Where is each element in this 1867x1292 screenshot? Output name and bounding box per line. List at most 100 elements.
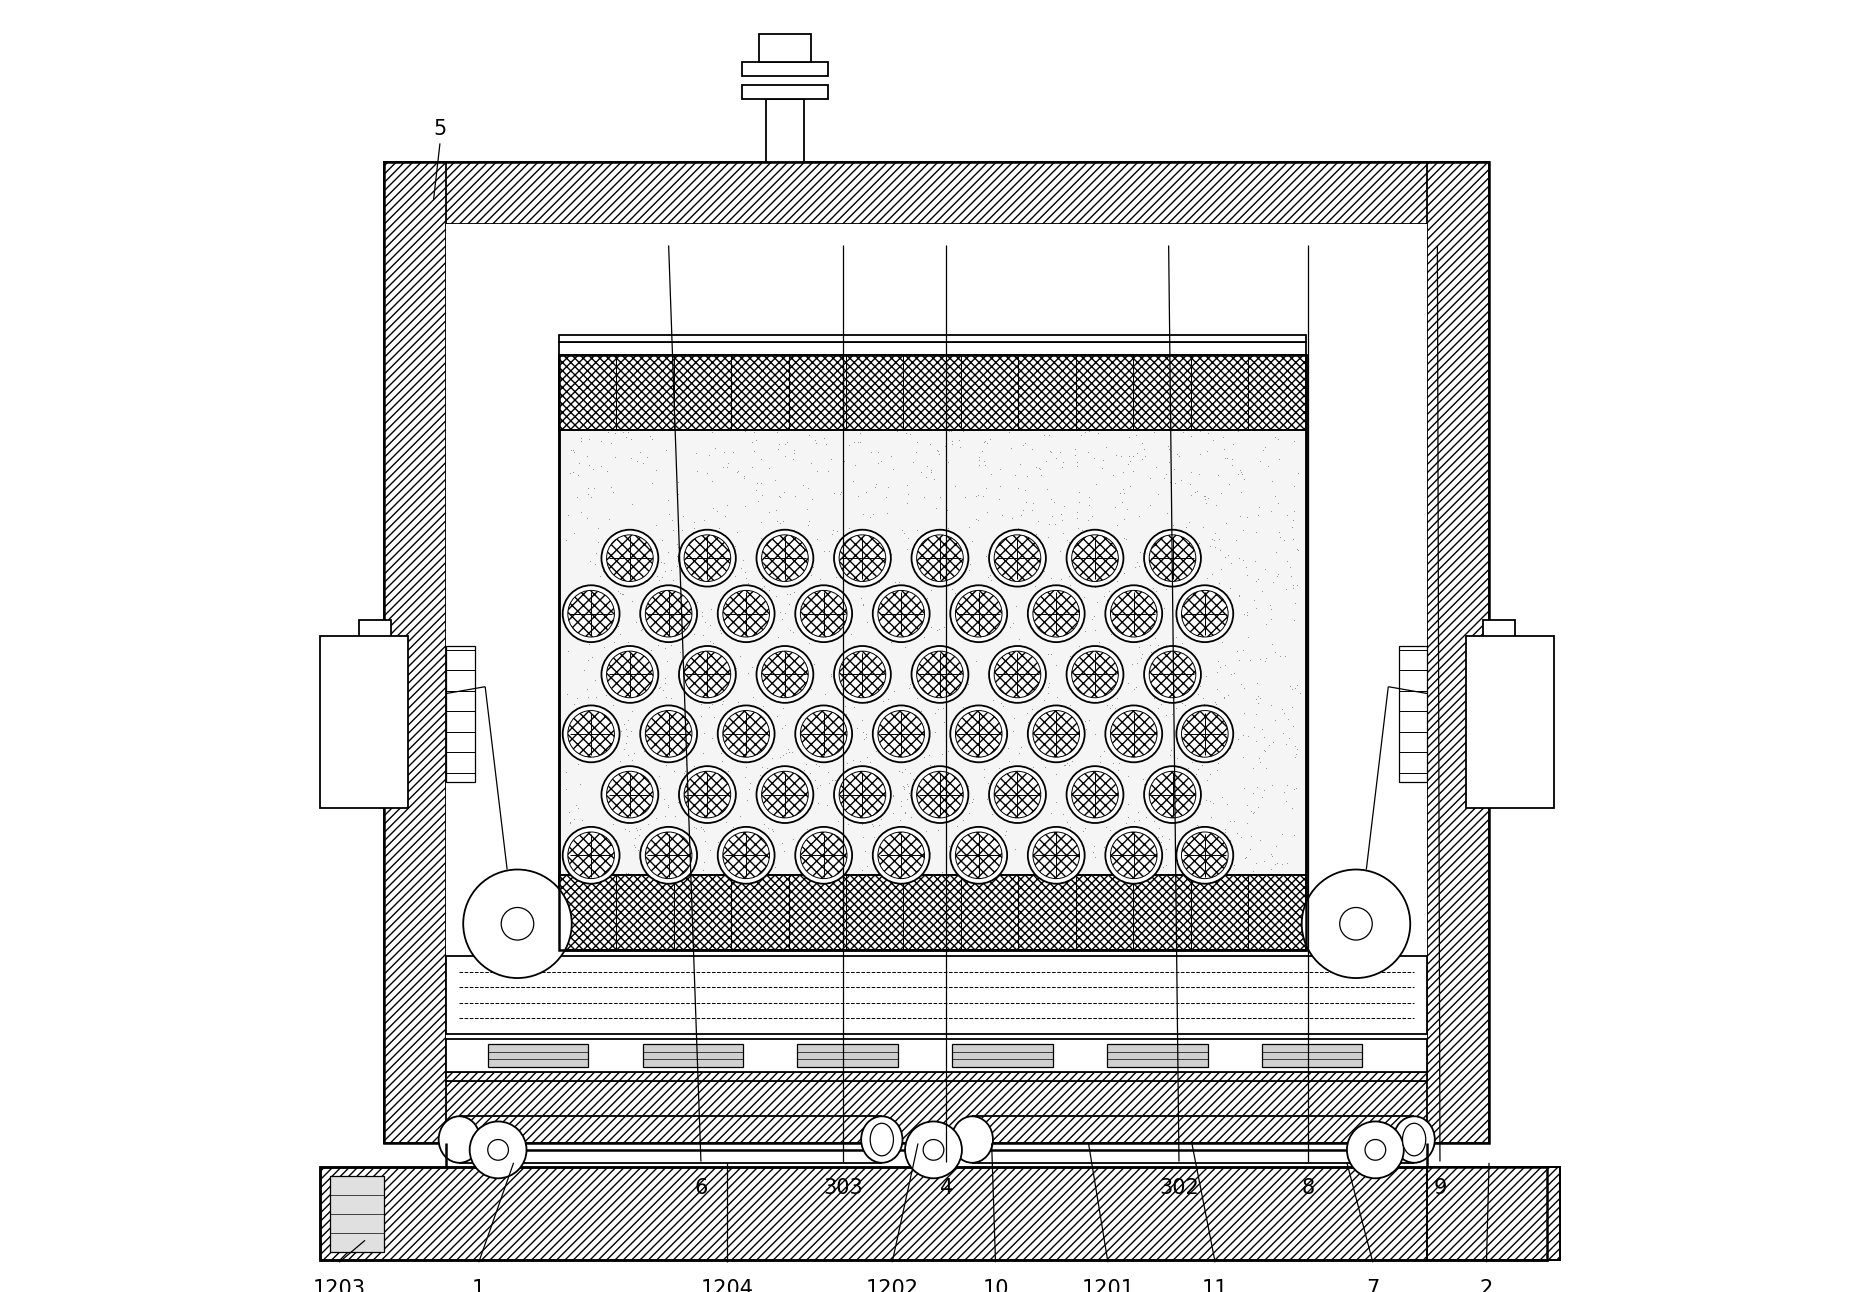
Point — [689, 510, 719, 531]
Point — [939, 583, 969, 603]
Point — [1038, 625, 1068, 646]
Point — [930, 712, 960, 733]
Point — [1154, 452, 1184, 473]
Point — [1240, 895, 1270, 916]
Point — [1217, 455, 1247, 475]
Text: 302: 302 — [1159, 1178, 1199, 1198]
Point — [795, 764, 825, 784]
Point — [1083, 922, 1113, 943]
Circle shape — [905, 1121, 962, 1178]
Point — [1143, 360, 1172, 381]
Point — [825, 484, 855, 505]
Point — [1012, 868, 1042, 889]
Point — [685, 530, 715, 550]
Point — [560, 354, 590, 375]
Point — [1230, 846, 1260, 867]
Point — [1176, 930, 1206, 951]
Point — [1230, 557, 1260, 578]
Point — [1019, 605, 1049, 625]
Point — [1156, 655, 1186, 676]
Circle shape — [990, 530, 1046, 587]
Point — [704, 518, 734, 539]
Point — [657, 687, 687, 708]
Point — [1210, 822, 1240, 842]
Point — [737, 624, 767, 645]
Point — [680, 902, 709, 922]
Circle shape — [1032, 832, 1079, 879]
Point — [698, 632, 728, 652]
Point — [1283, 463, 1313, 483]
Point — [721, 536, 751, 557]
Point — [790, 760, 820, 780]
Point — [784, 641, 814, 662]
Point — [1087, 895, 1116, 916]
Point — [764, 888, 793, 908]
Point — [978, 690, 1008, 711]
Circle shape — [872, 705, 930, 762]
Circle shape — [1029, 827, 1085, 884]
Point — [976, 818, 1006, 839]
Bar — [1426, 1167, 1561, 1260]
Point — [866, 451, 896, 472]
Point — [825, 789, 855, 810]
Point — [937, 430, 967, 451]
Circle shape — [723, 590, 769, 637]
Point — [751, 835, 780, 855]
Point — [670, 655, 700, 676]
Point — [732, 567, 762, 588]
Point — [1018, 559, 1047, 580]
Point — [624, 640, 653, 660]
Point — [883, 363, 913, 384]
Circle shape — [756, 766, 814, 823]
Point — [609, 713, 639, 734]
Point — [730, 465, 760, 486]
Point — [892, 475, 922, 496]
Point — [767, 813, 797, 833]
Point — [793, 425, 823, 446]
Point — [1240, 351, 1270, 372]
Point — [919, 389, 948, 410]
Point — [1228, 519, 1258, 540]
Point — [719, 871, 749, 891]
Point — [1275, 557, 1305, 578]
Point — [717, 552, 747, 572]
Point — [930, 399, 960, 420]
Point — [702, 500, 732, 521]
Point — [810, 683, 840, 704]
Point — [611, 677, 640, 698]
Point — [965, 836, 995, 857]
Point — [609, 739, 639, 760]
Point — [1208, 832, 1238, 853]
Point — [1079, 841, 1109, 862]
Point — [741, 886, 771, 907]
Point — [648, 680, 678, 700]
Point — [1004, 404, 1034, 425]
Point — [1018, 699, 1047, 720]
Point — [855, 506, 885, 527]
Point — [1197, 866, 1227, 886]
Point — [625, 818, 655, 839]
Point — [788, 906, 818, 926]
Circle shape — [762, 651, 808, 698]
Point — [562, 581, 592, 602]
Point — [1060, 779, 1090, 800]
Point — [1182, 481, 1212, 501]
Point — [1131, 774, 1161, 795]
Point — [756, 641, 786, 662]
Point — [650, 615, 680, 636]
Point — [820, 770, 849, 791]
Point — [997, 544, 1027, 565]
Point — [891, 827, 920, 848]
Point — [1184, 683, 1214, 704]
Point — [612, 862, 642, 882]
Point — [1240, 930, 1270, 951]
Point — [642, 876, 672, 897]
Point — [773, 583, 803, 603]
Point — [788, 368, 818, 389]
Point — [668, 801, 698, 822]
Point — [581, 554, 611, 575]
Point — [611, 804, 640, 824]
Circle shape — [607, 651, 653, 698]
Point — [1167, 693, 1197, 713]
Point — [1161, 363, 1191, 384]
